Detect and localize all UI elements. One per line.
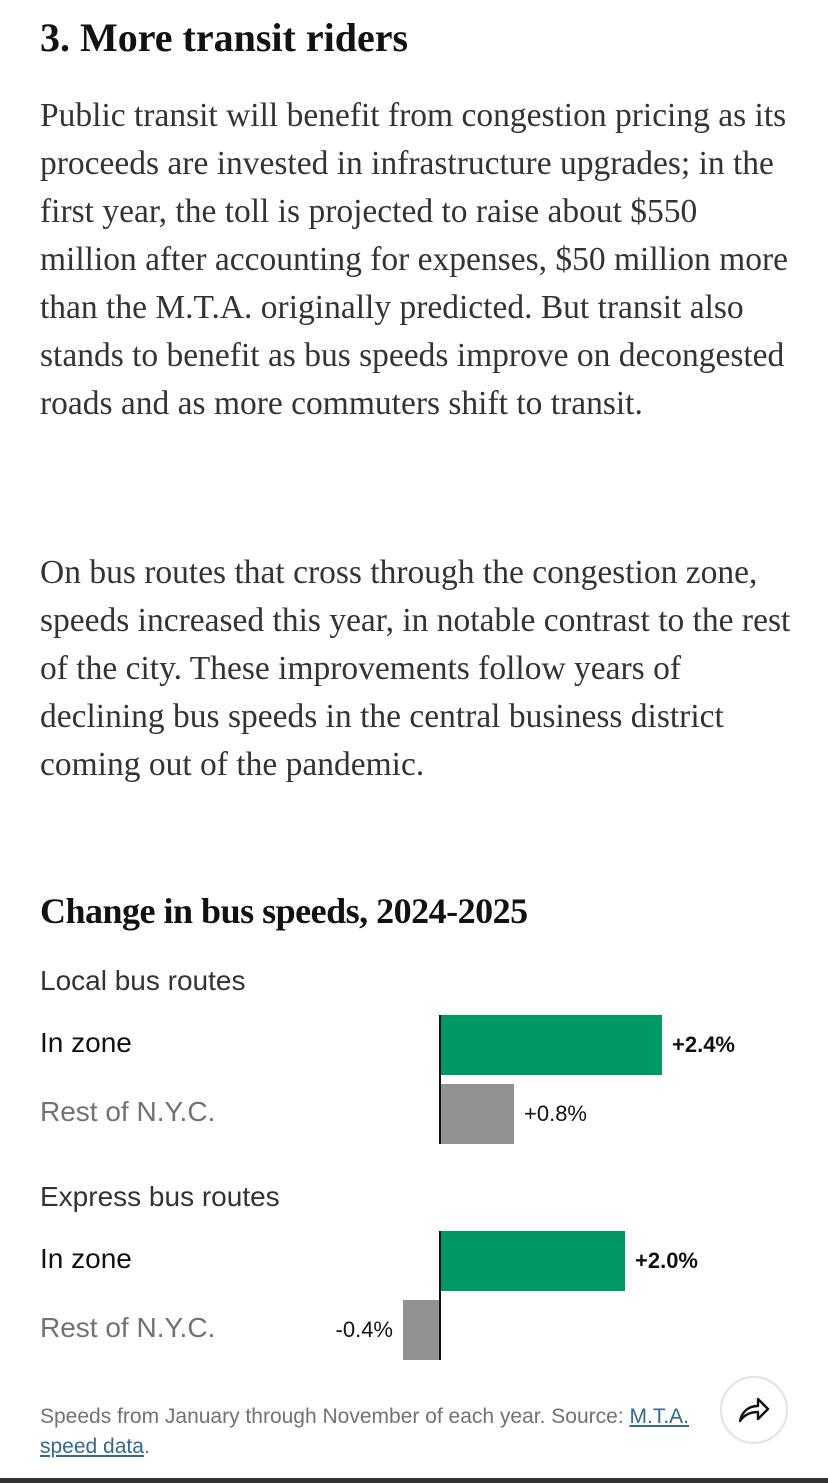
note-end: . bbox=[143, 1435, 150, 1458]
row-label: Rest of N.Y.C. bbox=[40, 1312, 216, 1343]
chart-title: Change in bus speeds, 2024-2025 bbox=[40, 891, 528, 931]
group-label: Express bus routes bbox=[40, 1181, 280, 1212]
share-arrow-icon bbox=[738, 1397, 770, 1423]
paragraph-2: On bus routes that cross through the con… bbox=[40, 554, 791, 783]
bar bbox=[440, 1231, 625, 1291]
row-label: Rest of N.Y.C. bbox=[40, 1096, 216, 1127]
bar bbox=[403, 1300, 440, 1360]
value-label: +0.8% bbox=[524, 1101, 587, 1126]
note-text: Speeds from January through November of … bbox=[40, 1405, 630, 1428]
value-label: -0.4% bbox=[335, 1317, 393, 1342]
row-label: In zone bbox=[40, 1027, 132, 1058]
value-label: +2.4% bbox=[672, 1032, 735, 1057]
value-label: +2.0% bbox=[635, 1248, 698, 1273]
source-link[interactable]: M.T.A. speed data bbox=[40, 1405, 690, 1458]
zero-axis-line bbox=[439, 1231, 441, 1360]
bar bbox=[440, 1015, 662, 1075]
group-label: Local bus routes bbox=[40, 965, 246, 996]
paragraph-1: Public transit will benefit from congest… bbox=[40, 97, 788, 422]
share-button[interactable] bbox=[720, 1376, 788, 1444]
section-heading: 3. More transit riders bbox=[40, 15, 409, 60]
zero-axis-line bbox=[439, 1015, 441, 1144]
chart-note: Speeds from January through November of … bbox=[40, 1402, 740, 1462]
row-label: In zone bbox=[40, 1243, 132, 1274]
bottom-bar bbox=[0, 1478, 828, 1483]
bar bbox=[440, 1084, 514, 1144]
